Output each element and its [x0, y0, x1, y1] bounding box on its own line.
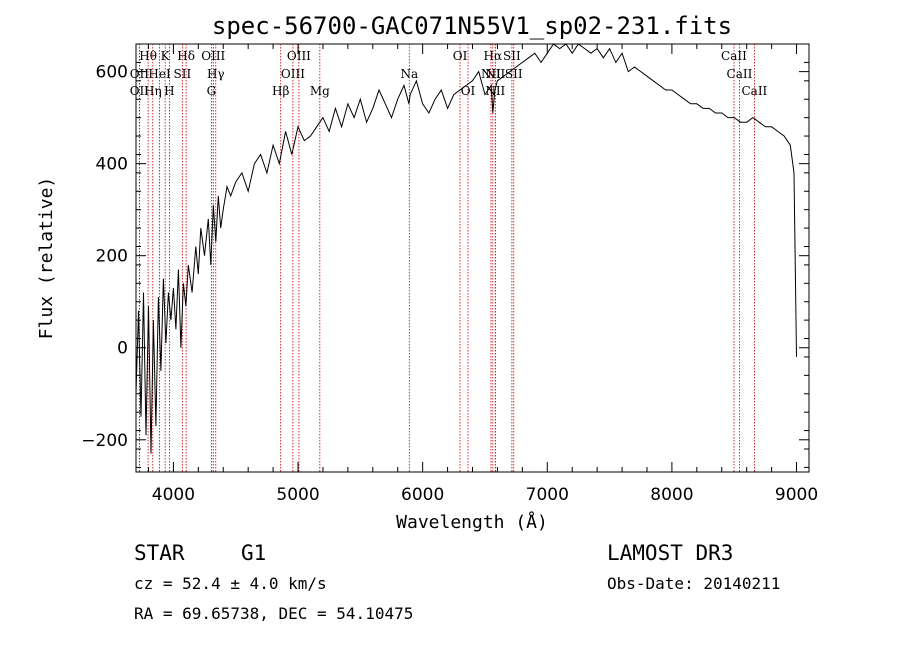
line-label-G: G — [207, 84, 217, 98]
emission-line-labels: OIIHθOIIHηHeIKHSIIHδGOIIIHγHβOIIIOIIIMgN… — [130, 49, 768, 98]
x-tick-label: 4000 — [152, 485, 195, 505]
line-label-Hθ: Hθ — [139, 49, 157, 63]
chart-title: spec-56700-GAC071N55V1_sp02-231.fits — [212, 12, 732, 40]
line-label-NII: NII — [481, 67, 501, 81]
line-label-Hα: Hα — [484, 49, 503, 63]
line-label-OI: OI — [453, 49, 468, 63]
line-label-OI: OI — [461, 84, 476, 98]
x-tick-label: 6000 — [401, 485, 444, 505]
line-label-Hη: Hη — [144, 84, 162, 98]
y-tick-label: 400 — [96, 155, 128, 175]
y-tick-label: 600 — [96, 63, 128, 83]
y-axis-label: Flux (relative) — [36, 177, 57, 340]
x-axis-ticks: 4000 5000 6000 7000 8000 9000 — [147, 44, 818, 505]
object-subclass: G1 — [241, 541, 266, 565]
line-label-Mg: Mg — [310, 84, 330, 98]
line-label-SII: SII — [505, 67, 523, 81]
line-label-HeI: HeI — [148, 67, 171, 81]
y-axis-ticks: −200 0 200 400 600 — [81, 61, 809, 468]
y-tick-label: 200 — [96, 247, 128, 267]
line-label-NII: NII — [485, 84, 505, 98]
line-label-CaII: CaII — [727, 67, 753, 81]
emission-line-markers — [138, 44, 755, 472]
line-label-H: H — [164, 84, 174, 98]
line-label-CaII: CaII — [721, 49, 747, 63]
x-tick-label: 8000 — [650, 485, 693, 505]
x-tick-label: 5000 — [276, 485, 319, 505]
line-label-CaII: CaII — [741, 84, 767, 98]
spectrum-line — [135, 43, 797, 454]
obs-date: Obs-Date: 20140211 — [607, 574, 780, 593]
object-class: STAR — [134, 541, 185, 565]
line-label-SII: SII — [503, 49, 521, 63]
line-label-Na: Na — [400, 67, 418, 81]
line-label-Hδ: Hδ — [177, 49, 195, 63]
line-label-OIII: OIII — [287, 49, 311, 63]
x-tick-label: 7000 — [526, 485, 569, 505]
survey-name: LAMOST DR3 — [607, 541, 733, 565]
redshift-cz: cz = 52.4 ± 4.0 km/s — [134, 574, 327, 593]
x-axis-label: Wavelength (Å) — [396, 511, 548, 533]
y-tick-label: 0 — [117, 339, 128, 359]
x-tick-label: 9000 — [775, 485, 818, 505]
line-label-OII: OII — [130, 67, 150, 81]
line-label-SII: SII — [174, 67, 192, 81]
y-tick-label: −200 — [81, 431, 128, 451]
line-label-OIII: OIII — [201, 49, 225, 63]
line-label-Hγ: Hγ — [207, 67, 225, 81]
line-label-OII: OII — [130, 84, 150, 98]
ra-dec: RA = 69.65738, DEC = 54.10475 — [134, 604, 413, 623]
line-label-NII: NII — [485, 67, 505, 81]
line-label-K: K — [161, 49, 171, 63]
line-label-OIII: OIII — [281, 67, 305, 81]
line-label-Hβ: Hβ — [272, 84, 289, 98]
